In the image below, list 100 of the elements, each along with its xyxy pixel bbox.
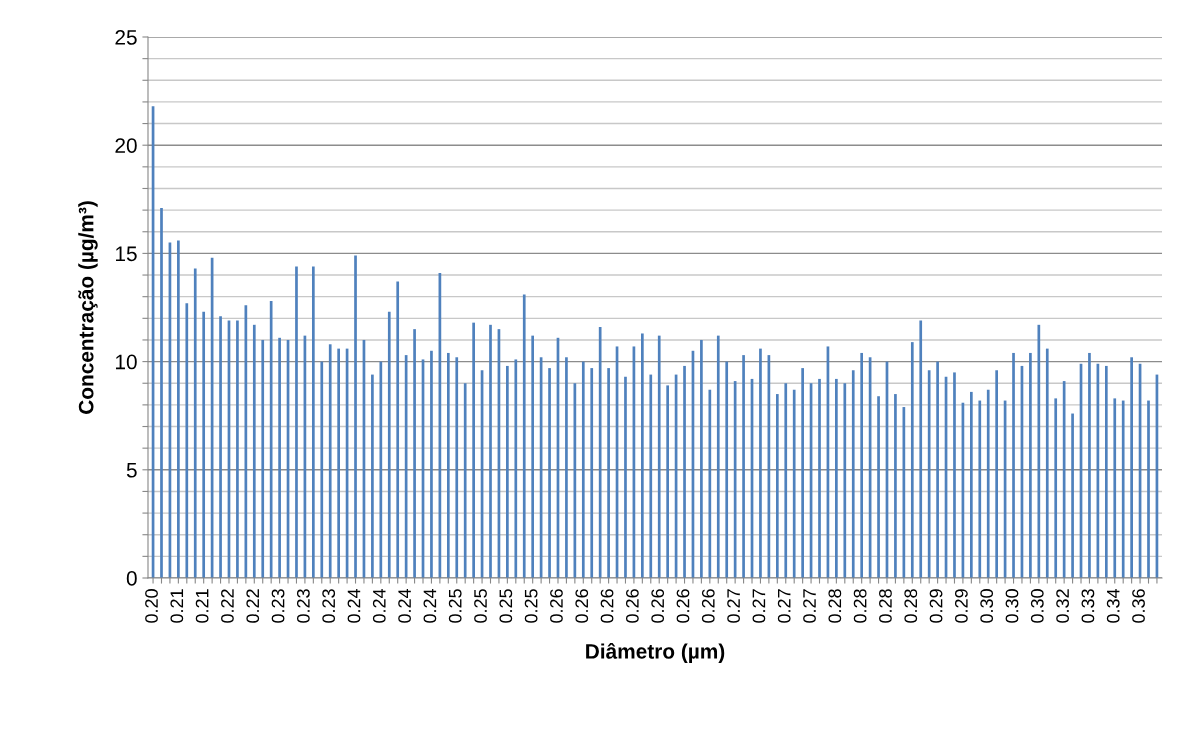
x-tick-label: 0.29: [929, 589, 943, 623]
y-tick-label: 15: [116, 246, 137, 262]
bar: [1012, 352, 1015, 578]
bar: [463, 383, 467, 578]
bar: [792, 389, 796, 578]
bar: [1121, 400, 1125, 578]
bar: [1054, 398, 1058, 578]
x-tick-label: 0.24: [372, 588, 386, 623]
bar: [295, 266, 298, 578]
x-tick-label: 0.25: [524, 589, 538, 623]
x-tick-label: 0.23: [322, 589, 336, 623]
bar: [269, 301, 273, 578]
bar: [894, 394, 897, 578]
x-tick-label: 0.28: [853, 589, 867, 623]
y-tick-label: 5: [126, 463, 137, 478]
bar: [978, 400, 982, 578]
x-tick-label: 0.30: [980, 589, 994, 623]
bar: [548, 368, 551, 578]
x-tick-label: 0.26: [600, 589, 614, 623]
bar: [970, 391, 973, 578]
bar: [759, 348, 762, 578]
bar: [995, 370, 999, 578]
bar: [936, 361, 939, 578]
bar: [354, 255, 357, 578]
x-tick-label: 0.26: [575, 589, 589, 623]
x-tick-label: 0.30: [1005, 589, 1019, 623]
bar: [219, 316, 222, 578]
bar: [598, 326, 602, 578]
bar: [683, 365, 686, 578]
bar: [624, 376, 627, 578]
bar: [565, 357, 568, 578]
x-tick-label: 0.26: [651, 589, 665, 623]
bar: [775, 394, 779, 578]
bar: [1104, 365, 1108, 578]
bar: [311, 266, 315, 578]
bar: [252, 324, 256, 578]
x-tick-label: 0.26: [625, 589, 639, 623]
x-tick-label: 0.23: [271, 589, 285, 623]
bar: [641, 333, 644, 578]
bar: [1113, 398, 1117, 578]
x-tick-label: 0.27: [752, 589, 766, 623]
x-tick-label: 0.24: [423, 588, 437, 623]
bar: [320, 361, 324, 578]
x-tick-label: 0.25: [448, 589, 462, 623]
bar: [193, 268, 197, 578]
bar: [446, 352, 450, 578]
bar: [236, 320, 239, 578]
bar: [700, 339, 703, 578]
bar: [1037, 324, 1041, 578]
bar: [514, 359, 518, 578]
bar: [843, 383, 847, 578]
bar: [953, 372, 956, 578]
bar: [1147, 400, 1150, 578]
x-tick-label: 0.24: [347, 588, 361, 623]
bar: [261, 339, 265, 578]
x-tick-label: 0.27: [777, 589, 791, 623]
bar: [185, 303, 189, 578]
x-tick-label: 0.24: [398, 588, 411, 623]
bar: [708, 389, 712, 578]
y-tick-label: 10: [116, 354, 137, 370]
bar: [472, 322, 475, 578]
x-tick-label: 0.23: [296, 589, 310, 623]
bar: [371, 374, 374, 578]
x-tick-label: 0.32: [1056, 589, 1069, 623]
bar: [910, 342, 914, 578]
bar: [1071, 413, 1074, 578]
x-tick-label: 0.26: [676, 589, 690, 623]
bar: [328, 344, 332, 578]
y-tick-label: 0: [126, 571, 137, 586]
bar: [396, 281, 400, 578]
x-tick-label: 0.30: [1030, 589, 1044, 623]
bar: [506, 365, 509, 578]
bar: [1088, 352, 1091, 578]
bar: [337, 348, 340, 578]
x-tick-label: 0.25: [474, 589, 487, 623]
bar: [1130, 357, 1133, 578]
x-tick-label: 0.21: [170, 589, 184, 623]
x-tick-label: 0.34: [1106, 588, 1120, 623]
bar: [927, 370, 931, 578]
x-tick-label: 0.36: [1132, 589, 1145, 623]
bar: [455, 357, 459, 578]
x-axis-title: Diâmetro (µm): [586, 643, 725, 663]
bar: [649, 374, 653, 578]
bar: [581, 361, 585, 578]
bar: [716, 335, 720, 578]
x-tick-label: 0.28: [828, 589, 842, 623]
x-tick-label: 0.21: [195, 589, 209, 623]
bar: [430, 350, 433, 578]
bar: [278, 337, 281, 578]
bar: [160, 207, 163, 578]
bar: [607, 368, 610, 578]
x-tick-label: 0.25: [499, 589, 513, 623]
bar: [851, 370, 855, 578]
y-tick-label: 20: [115, 138, 137, 153]
bar: [835, 378, 838, 578]
x-tick-label: 0.28: [879, 589, 892, 623]
x-tick-label: 0.22: [246, 589, 260, 623]
y-tick-label: 25: [115, 30, 137, 45]
bar: [742, 355, 745, 578]
x-tick-label: 0.28: [904, 589, 918, 623]
